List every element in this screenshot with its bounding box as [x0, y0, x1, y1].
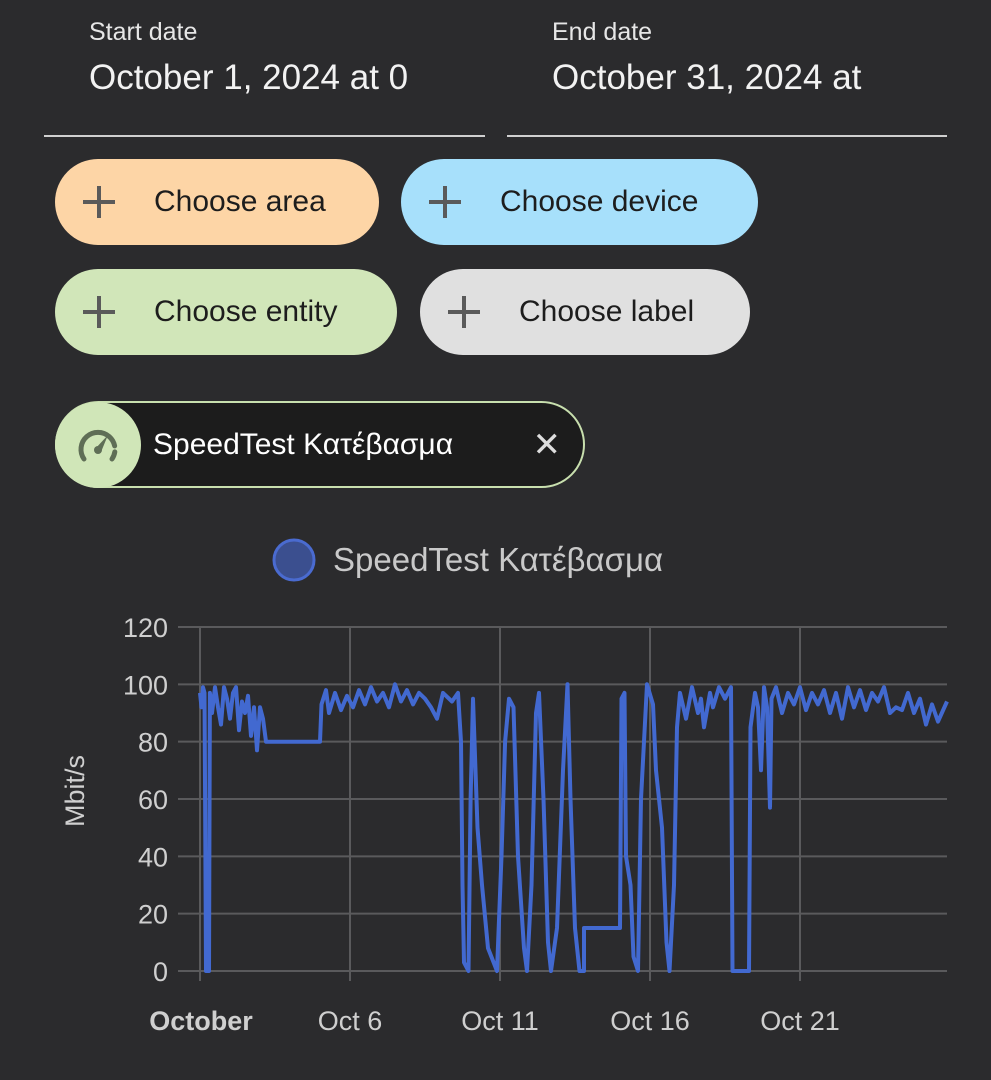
legend-marker	[272, 538, 316, 582]
choose-label-button[interactable]: Choose label	[420, 269, 750, 355]
choose-device-label: Choose device	[500, 185, 699, 218]
end-date-field[interactable]: End date October 31, 2024 at	[507, 0, 947, 137]
y-tick-label: 40	[138, 842, 168, 872]
chart-legend[interactable]: SpeedTest Κατέβασμα	[272, 538, 663, 582]
speedometer-icon	[55, 401, 141, 488]
x-tick-label: Oct 11	[461, 1006, 539, 1036]
y-tick-label: 20	[138, 900, 168, 930]
end-date-label: End date	[552, 18, 653, 46]
history-chart: SpeedTest Κατέβασμα Mbit/s 0 20 40 60 80 100 1…	[60, 538, 949, 1036]
plus-icon	[425, 182, 465, 222]
selected-entity-name: SpeedTest Κατέβασμα	[153, 427, 454, 461]
plus-icon	[79, 292, 119, 332]
x-tick-label: Oct 21	[760, 1006, 840, 1036]
choose-area-label: Choose area	[154, 185, 326, 218]
y-tick-label: 80	[138, 728, 168, 758]
series-line-speedtest	[198, 682, 949, 973]
y-tick-label: 0	[153, 957, 168, 987]
start-date-field[interactable]: Start date October 1, 2024 at 0	[44, 0, 485, 137]
choose-entity-label: Choose entity	[154, 295, 338, 328]
choose-device-button[interactable]: Choose device	[401, 159, 758, 245]
plus-icon	[79, 182, 119, 222]
choose-area-button[interactable]: Choose area	[55, 159, 379, 245]
close-icon[interactable]: ✕	[532, 426, 562, 464]
selected-entity-chip[interactable]: SpeedTest Κατέβασμα ✕	[55, 401, 585, 488]
x-tick-label: Oct 6	[318, 1006, 383, 1036]
choose-entity-button[interactable]: Choose entity	[55, 269, 397, 355]
y-tick-label: 100	[123, 670, 168, 700]
x-tick-label: Oct 16	[610, 1006, 690, 1036]
y-tick-label: 120	[123, 613, 168, 643]
start-date-value[interactable]: October 1, 2024 at 0	[89, 58, 409, 97]
legend-label: SpeedTest Κατέβασμα	[333, 541, 663, 578]
x-tick-label: October	[149, 1006, 253, 1036]
choose-label-label: Choose label	[519, 295, 695, 328]
plus-icon	[444, 292, 484, 332]
end-date-value[interactable]: October 31, 2024 at	[552, 58, 862, 97]
y-axis-label: Mbit/s	[60, 755, 90, 827]
start-date-label: Start date	[89, 18, 198, 46]
y-tick-label: 60	[138, 785, 168, 815]
